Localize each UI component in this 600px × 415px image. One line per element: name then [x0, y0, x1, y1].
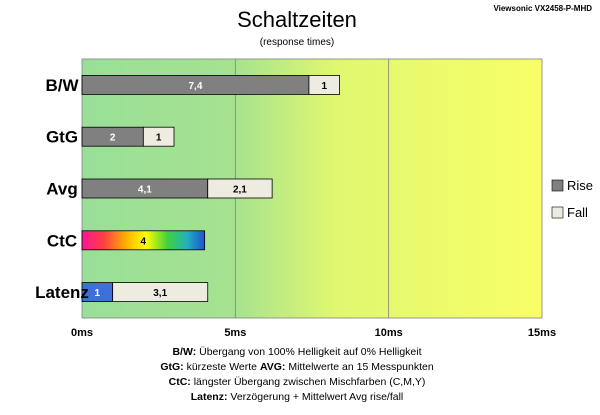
category-label-latenz: Latenz: [35, 283, 89, 302]
footnote-bw-text: Übergang von 100% Helligkeit auf 0% Hell…: [199, 346, 421, 358]
footnote-latenz-key: Latenz: [191, 391, 224, 403]
x-tick-label-15: 15ms: [528, 327, 556, 339]
footnote-gtg-key: GtG: [160, 361, 180, 373]
bar-label-fall-latenz: 3,1: [153, 288, 167, 299]
legend-label-rise: Rise: [567, 178, 593, 193]
footnote-gtg-text: kürzeste Werte: [187, 361, 258, 373]
bar-label-fall-gtg: 1: [156, 133, 162, 144]
legend-swatch-rise: [551, 179, 564, 192]
category-label-ctc: CtC: [47, 231, 77, 250]
bar-label-ctc-ctc: 4: [141, 236, 147, 247]
bar-label-fall-avg: 2,1: [233, 185, 247, 196]
category-label-b-w: B/W: [45, 76, 79, 95]
bar-label-rise-b-w: 7,4: [189, 81, 203, 92]
footnote-latenz-text: Verzögerung + Mittelwert Avg rise/fall: [230, 391, 403, 403]
model-name: Viewsonic VX2458-P-MHD: [493, 4, 592, 13]
footnote-ctc-text: längster Übergang zwischen Mischfarben (…: [194, 376, 426, 388]
footnotes: B/W: Übergang von 100% Helligkeit auf 0%…: [160, 346, 433, 403]
chart-subtitle: (response times): [260, 37, 334, 48]
bars: 7,4 1 2 1 4,1 2,1 4 1 3,1: [81, 75, 340, 303]
bar-fall-gtg: [142, 126, 175, 147]
bar-label-rise-avg: 4,1: [138, 185, 152, 196]
footnote-latenz: Latenz: Verzögerung + Mittelwert Avg ris…: [191, 391, 404, 403]
bar-label-rise-latenz: 1: [95, 288, 101, 299]
footnote-bw-key: B/W: [172, 346, 193, 358]
legend-swatch-fall: [551, 206, 564, 219]
category-label-gtg: GtG: [46, 128, 78, 147]
footnote-ctc-key: CtC: [169, 376, 188, 388]
footnote-gtg: GtG: kürzeste Werte AVG: Mittelwerte an …: [160, 361, 433, 373]
x-tick-labels: 0ms 5ms 10ms 15ms: [71, 327, 556, 339]
bar-label-fall-b-w: 1: [321, 81, 327, 92]
bar-label-rise-gtg: 2: [110, 133, 116, 144]
x-tick-label-10: 10ms: [375, 327, 403, 339]
legend: Rise Fall: [551, 178, 593, 220]
category-labels: B/W GtG Avg CtC Latenz: [35, 76, 89, 302]
footnote-avg-key: AVG: [260, 361, 282, 373]
footnote-avg-text: Mittelwerte an 15 Messpunkten: [288, 361, 433, 373]
bar-ctc-ctc: [81, 230, 206, 251]
footnote-ctc: CtC: längster Übergang zwischen Mischfar…: [169, 376, 426, 388]
x-tick-label-5: 5ms: [224, 327, 246, 339]
category-label-avg: Avg: [46, 180, 78, 199]
chart-title: Schaltzeiten: [237, 7, 357, 32]
bar-fall-latenz: [112, 282, 209, 303]
legend-label-fall: Fall: [567, 205, 588, 220]
bar-fall-b-w: [308, 75, 340, 95]
footnote-bw: B/W: Übergang von 100% Helligkeit auf 0%…: [172, 346, 421, 358]
x-tick-label-0: 0ms: [71, 327, 93, 339]
bar-fall-avg: [207, 178, 273, 199]
